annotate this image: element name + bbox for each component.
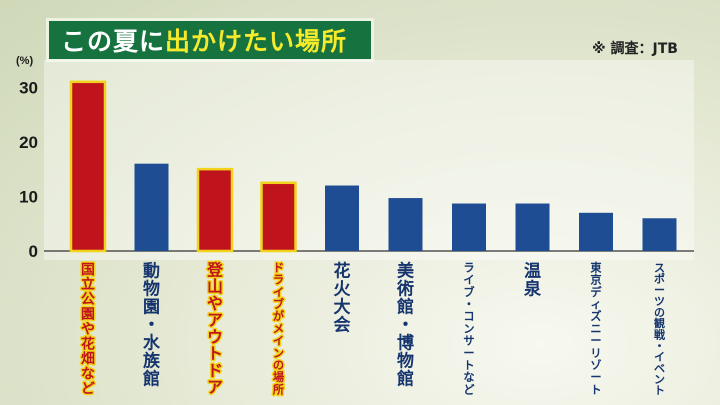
bar: [515, 203, 550, 251]
bar: [579, 212, 613, 251]
bar: [452, 203, 486, 251]
y-tick-label: 10: [19, 187, 38, 206]
category-label: 花火大会: [334, 260, 352, 335]
y-tick-label: 30: [19, 78, 38, 97]
category-label: 東京ディズニーリゾート: [590, 261, 602, 397]
chart-title: この夏に 出かけたい場所: [46, 18, 374, 62]
y-tick-label: 20: [19, 133, 38, 152]
y-axis-unit: (%): [16, 55, 33, 67]
category-label: ライブ・コンサートなど: [463, 262, 475, 397]
y-tick-label: 0: [29, 242, 38, 261]
category-label: 国立公園や花畑など: [80, 262, 95, 397]
bar: [69, 80, 107, 253]
bars: [69, 80, 677, 253]
category-label: スポーツの観戦・イベント: [654, 261, 666, 397]
bar: [196, 167, 234, 253]
bar: [134, 163, 169, 251]
title-highlight: 出かけたい場所: [165, 27, 348, 56]
bar: [260, 181, 297, 253]
source-note: ※ 調査：JTB: [592, 41, 678, 57]
category-label: 登山やアウトドア: [206, 260, 224, 396]
category-label: 動物園・水族館: [142, 260, 161, 389]
category-label: 美術館・博物館: [396, 260, 415, 389]
title-prefix: この夏に: [61, 27, 166, 56]
category-labels: 国立公園や花畑など 動物園・水族館 登山やアウトドア ドライブがメインの場所 花火大会 美…: [79, 259, 666, 399]
bar: [642, 218, 677, 251]
bar: [388, 198, 423, 251]
category-label: ドライブがメインの場所: [273, 262, 285, 397]
category-label: 温泉: [523, 261, 542, 299]
bar: [325, 185, 359, 251]
